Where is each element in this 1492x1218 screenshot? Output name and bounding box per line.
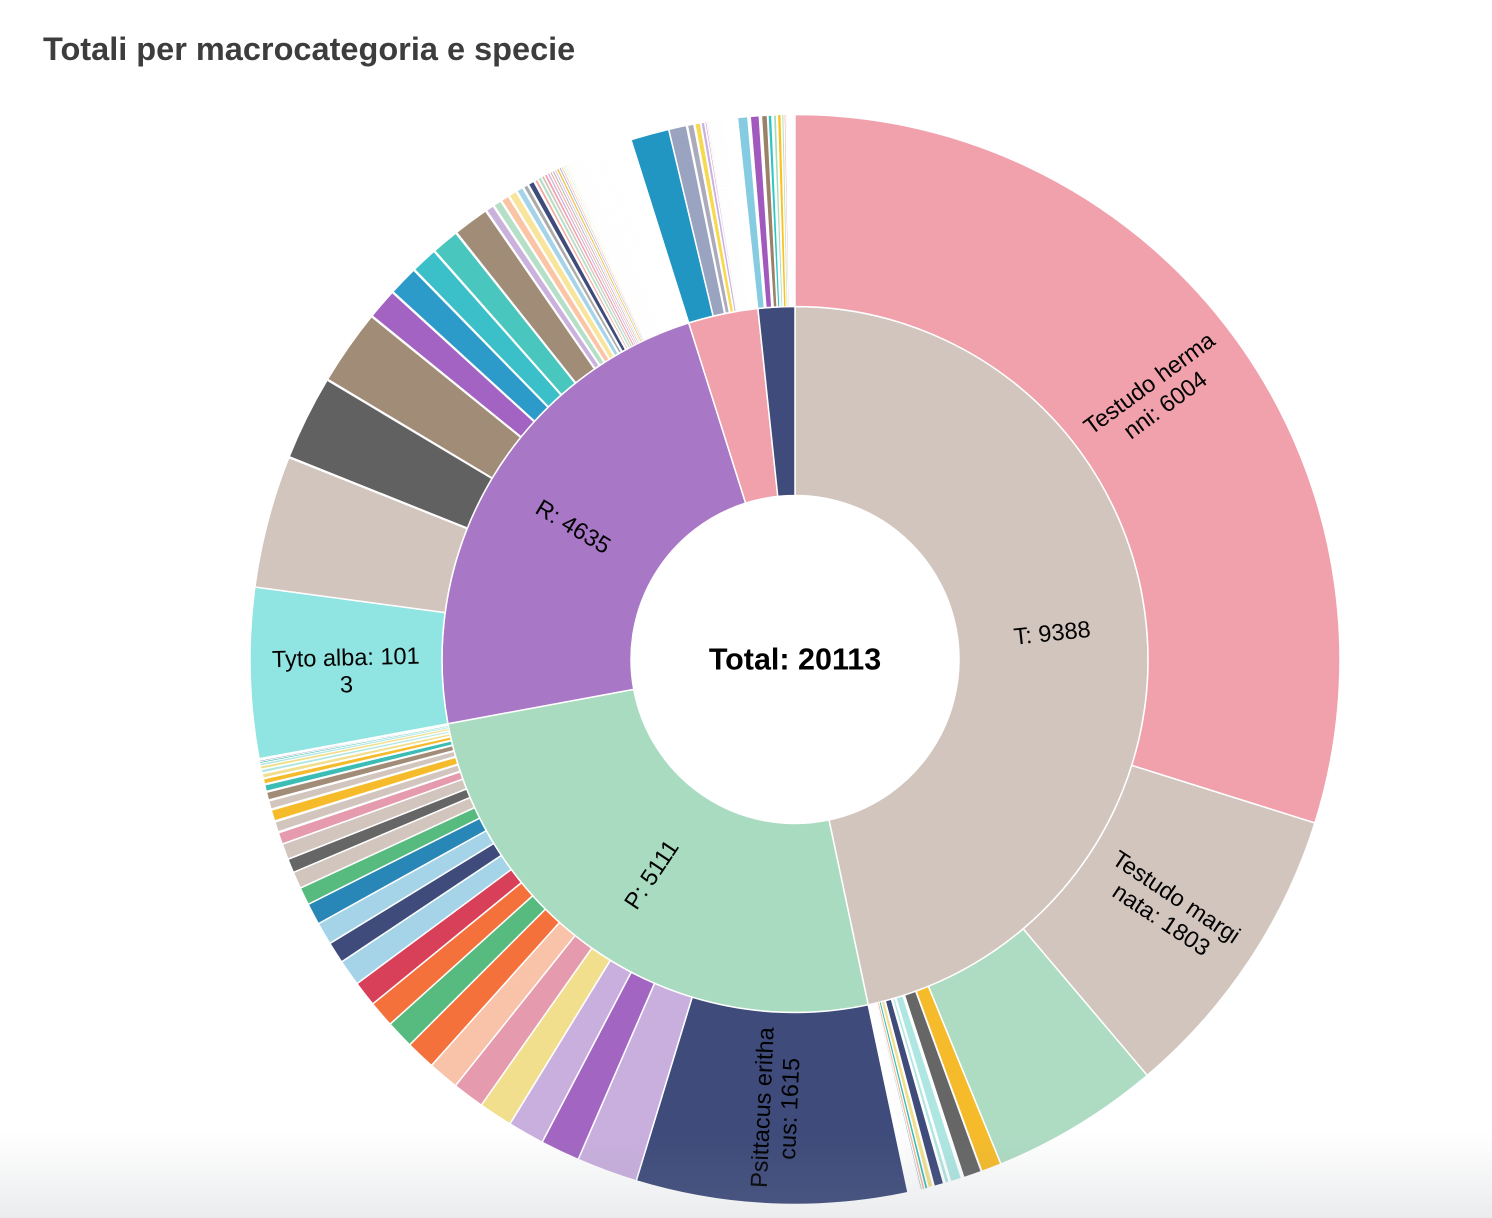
svg-text:Tyto alba: 101: Tyto alba: 101 — [272, 643, 420, 673]
svg-text:Totali per macrocategoria e sp: Totali per macrocategoria e specie — [43, 31, 575, 67]
svg-text:3: 3 — [340, 671, 354, 697]
svg-text:Total: 20113: Total: 20113 — [709, 643, 881, 677]
